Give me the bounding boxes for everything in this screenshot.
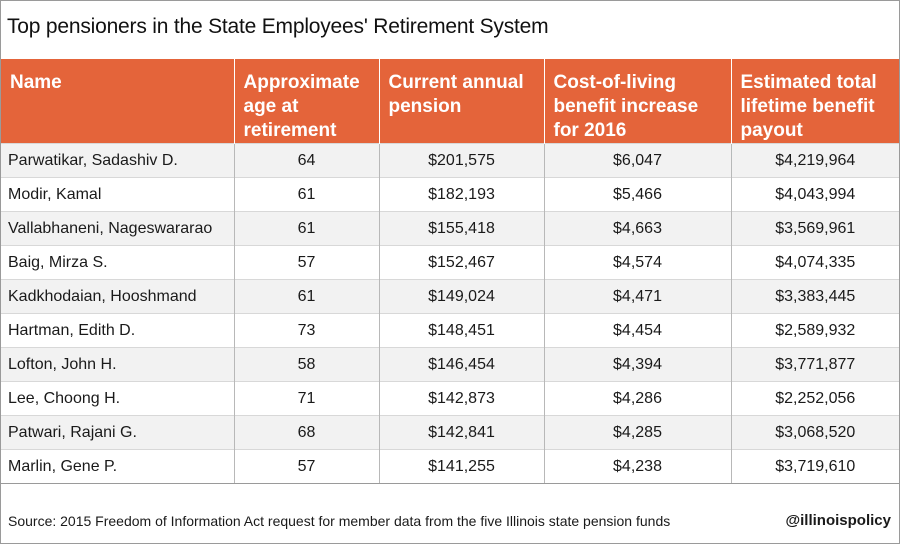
table-row: Lofton, John H. 58 $146,454 $4,394 $3,771,87…: [1, 347, 899, 382]
table-cell: Lee, Choong H.: [1, 381, 235, 416]
header-row: Name Approximate age at retirement Current…: [1, 59, 899, 144]
table-row: Patwari, Rajani G. 68 $142,841 $4,285 $3,068…: [1, 415, 899, 450]
column-header-2: Current annual pension: [379, 59, 545, 144]
column-header-4: Estimated total lifetime benefit payout: [731, 59, 899, 144]
table-cell: $142,841: [379, 415, 545, 450]
table-cell: Parwatikar, Sadashiv D.: [1, 143, 235, 178]
table-cell: $155,418: [379, 211, 545, 246]
table-cell: $4,574: [544, 245, 732, 280]
table-row: Hartman, Edith D. 73 $148,451 $4,454 $2,589,…: [1, 313, 899, 348]
table-cell: $4,043,994: [731, 177, 899, 212]
table-cell: $4,471: [544, 279, 732, 314]
table-cell: Vallabhaneni, Nageswararao: [1, 211, 235, 246]
table-row: Lee, Choong H. 71 $142,873 $4,286 $2,252,056: [1, 381, 899, 416]
column-header-0: Name: [1, 59, 235, 144]
table-cell: 61: [234, 279, 380, 314]
table-cell: 58: [234, 347, 380, 382]
table-cell: 64: [234, 143, 380, 178]
column-header-1: Approximate age at retirement: [234, 59, 380, 144]
table-cell: $3,771,877: [731, 347, 899, 382]
table-cell: 61: [234, 211, 380, 246]
pension-table: Name Approximate age at retirement Current…: [1, 59, 899, 484]
table-row: Vallabhaneni, Nageswararao 61 $155,418 $4,6…: [1, 211, 899, 246]
table-row: Modir, Kamal 61 $182,193 $5,466 $4,043,994: [1, 177, 899, 212]
table-cell: 57: [234, 245, 380, 280]
table-cell: $4,285: [544, 415, 732, 450]
table-cell: $3,068,520: [731, 415, 899, 450]
table-cell: $4,454: [544, 313, 732, 348]
table-cell: $201,575: [379, 143, 545, 178]
footer: Source: 2015 Freedom of Information Act …: [1, 506, 899, 536]
table-cell: $152,467: [379, 245, 545, 280]
table-cell: Marlin, Gene P.: [1, 449, 235, 484]
table-cell: $2,589,932: [731, 313, 899, 348]
table-cell: Patwari, Rajani G.: [1, 415, 235, 450]
table-cell: 73: [234, 313, 380, 348]
table-cell: $4,286: [544, 381, 732, 416]
table-cell: $3,719,610: [731, 449, 899, 484]
chart-title: Top pensioners in the State Employees' R…: [7, 15, 549, 38]
source-note: Source: 2015 Freedom of Information Act …: [8, 513, 671, 529]
table-cell: $2,252,056: [731, 381, 899, 416]
table-row: Marlin, Gene P. 57 $141,255 $4,238 $3,719,61…: [1, 449, 899, 484]
table-cell: 61: [234, 177, 380, 212]
table-cell: Hartman, Edith D.: [1, 313, 235, 348]
table-cell: $4,663: [544, 211, 732, 246]
table-body: Parwatikar, Sadashiv D. 64 $201,575 $6,047 $…: [1, 143, 899, 484]
column-header-3: Cost-of-living benefit increase for 2016: [544, 59, 732, 144]
table-cell: $142,873: [379, 381, 545, 416]
table-cell: $6,047: [544, 143, 732, 178]
table-cell: $148,451: [379, 313, 545, 348]
table-row: Kadkhodaian, Hooshmand 61 $149,024 $4,471 $3…: [1, 279, 899, 314]
table-cell: $149,024: [379, 279, 545, 314]
table-cell: $5,466: [544, 177, 732, 212]
table-cell: Modir, Kamal: [1, 177, 235, 212]
table-cell: Lofton, John H.: [1, 347, 235, 382]
credit-handle: @illinoispolicy: [785, 512, 891, 529]
table-cell: $4,238: [544, 449, 732, 484]
table-row: Parwatikar, Sadashiv D. 64 $201,575 $6,047 $…: [1, 143, 899, 178]
table-cell: $3,569,961: [731, 211, 899, 246]
table-cell: $141,255: [379, 449, 545, 484]
table-header: Name Approximate age at retirement Current…: [1, 59, 899, 144]
table-cell: $146,454: [379, 347, 545, 382]
table-cell: $4,074,335: [731, 245, 899, 280]
table-cell: $4,219,964: [731, 143, 899, 178]
table-cell: 71: [234, 381, 380, 416]
table-cell: Kadkhodaian, Hooshmand: [1, 279, 235, 314]
table-cell: $3,383,445: [731, 279, 899, 314]
table-cell: Baig, Mirza S.: [1, 245, 235, 280]
table-cell: $4,394: [544, 347, 732, 382]
table-cell: 57: [234, 449, 380, 484]
table-cell: $182,193: [379, 177, 545, 212]
table-cell: 68: [234, 415, 380, 450]
table-row: Baig, Mirza S. 57 $152,467 $4,574 $4,074,335: [1, 245, 899, 280]
